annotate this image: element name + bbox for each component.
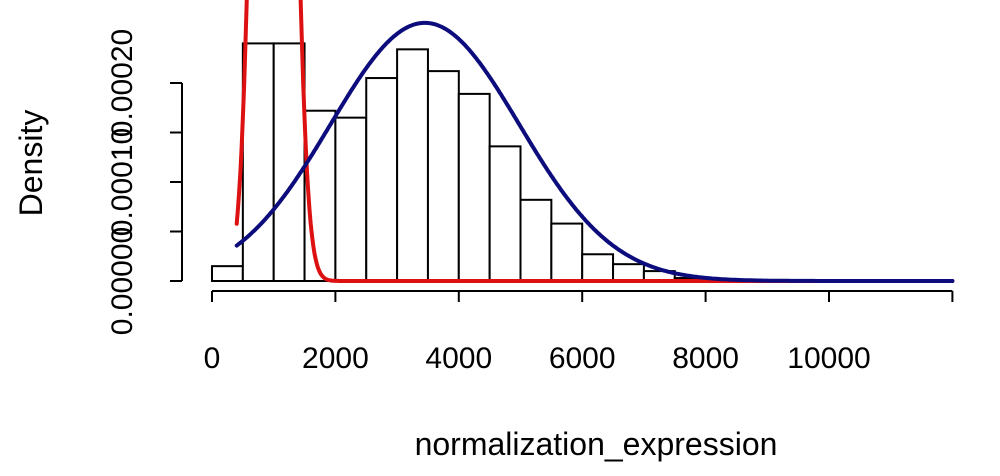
- histogram-bar-11: [550, 222, 584, 282]
- histogram-bar-5: [365, 77, 399, 282]
- histogram-bars: [211, 42, 953, 283]
- histogram-bar-7: [426, 70, 460, 283]
- y-tick-label: 0.00000: [106, 227, 139, 335]
- x-tick-label: 4000: [425, 342, 492, 375]
- histogram-bar-9: [488, 145, 522, 282]
- y-tick-label: 0.00020: [106, 29, 139, 137]
- histogram-bar-13: [612, 263, 645, 283]
- y-axis-title: Density: [13, 110, 49, 217]
- histogram-bar-4: [334, 116, 368, 283]
- y-tick-label: 0.00010: [106, 128, 139, 236]
- histogram-bar-8: [457, 92, 491, 282]
- x-tick-label: 10000: [787, 342, 870, 375]
- histogram-bar-6: [396, 48, 429, 283]
- histogram-bar-2: [272, 42, 306, 283]
- x-axis-title: normalization_expression: [415, 426, 778, 462]
- density-curve-1: [234, 20, 955, 283]
- density-curves: [234, 0, 955, 283]
- x-tick-label: 0: [204, 342, 221, 375]
- x-axis: 0 2000 4000 6000 8000 10000: [204, 290, 954, 375]
- histogram-bar-0: [211, 265, 244, 282]
- histogram-bar-1: [241, 42, 275, 283]
- histogram-bar-12: [581, 253, 615, 283]
- x-tick-label: 8000: [672, 342, 739, 375]
- x-tick-label: 2000: [302, 342, 369, 375]
- histogram-bar-10: [519, 198, 553, 283]
- x-tick-label: 6000: [549, 342, 616, 375]
